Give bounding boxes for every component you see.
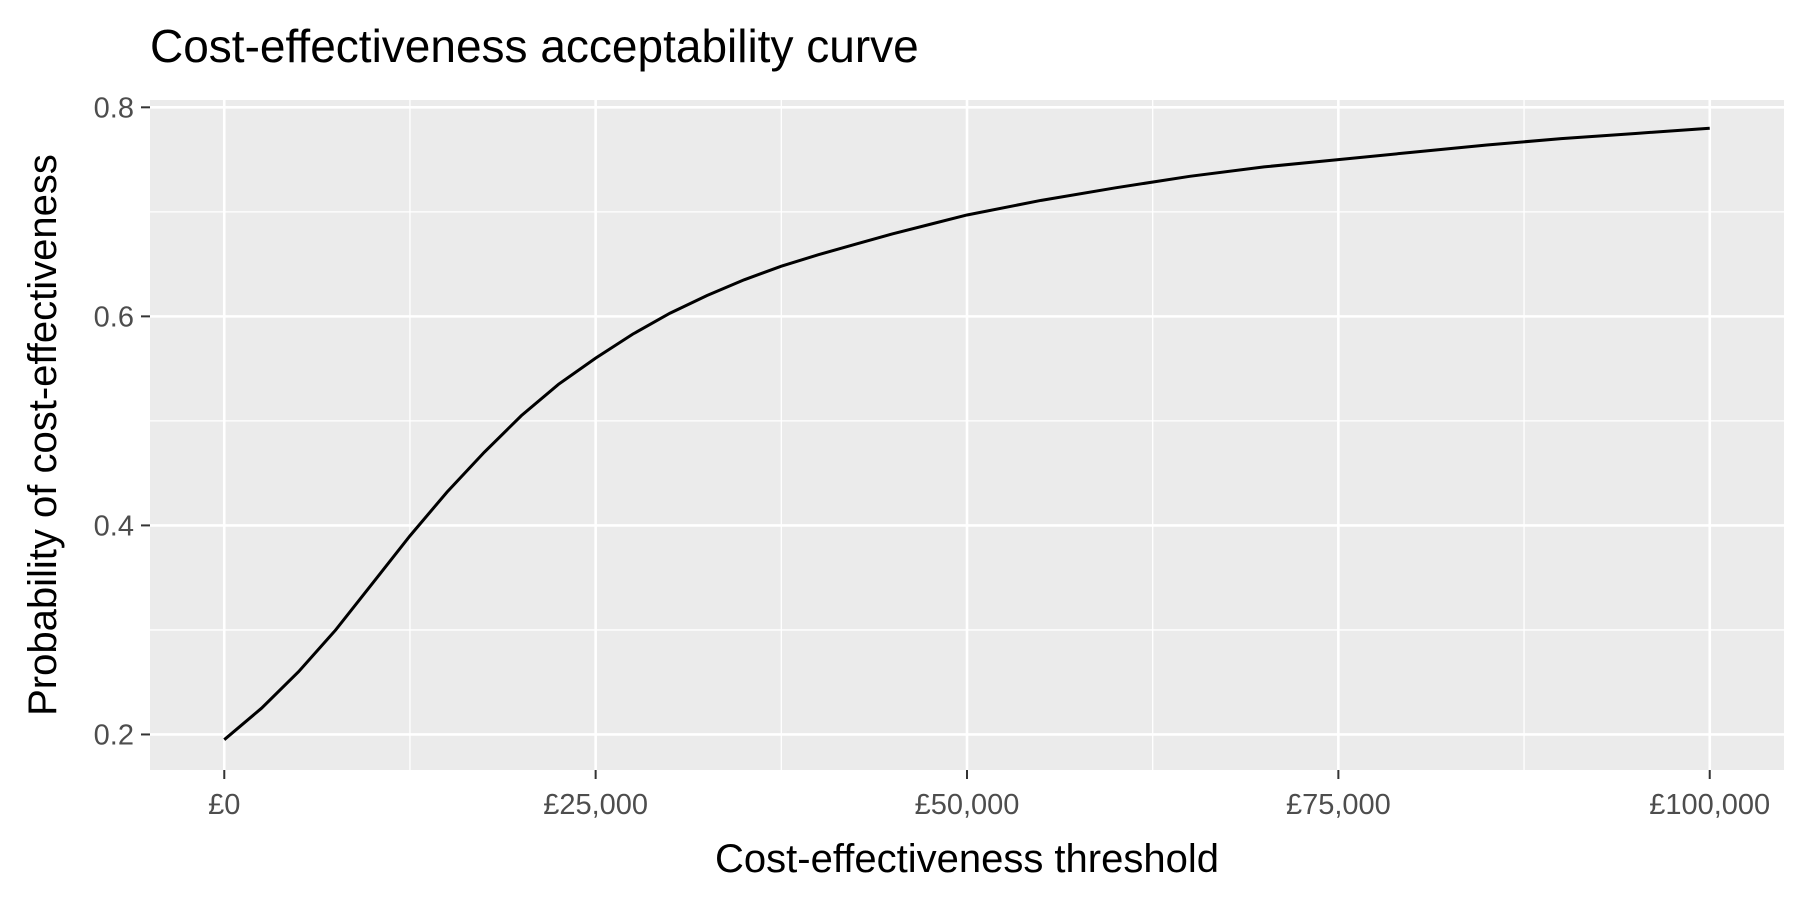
chart-title: Cost-effectiveness acceptability curve bbox=[150, 20, 919, 72]
x-tick-label: £100,000 bbox=[1649, 789, 1770, 821]
y-tick-label: 0.8 bbox=[94, 92, 134, 124]
y-tick-label: 0.6 bbox=[94, 301, 134, 333]
y-tick-label: 0.4 bbox=[94, 510, 134, 542]
x-tick-label: £0 bbox=[208, 789, 240, 821]
x-tick-label: £75,000 bbox=[1286, 789, 1391, 821]
x-tick-label: £50,000 bbox=[915, 789, 1020, 821]
y-axis-title: Probability of cost-effectiveness bbox=[21, 154, 65, 716]
y-tick-label: 0.2 bbox=[94, 719, 134, 751]
x-axis-title: Cost-effectiveness threshold bbox=[715, 837, 1219, 881]
x-tick-label: £25,000 bbox=[543, 789, 648, 821]
